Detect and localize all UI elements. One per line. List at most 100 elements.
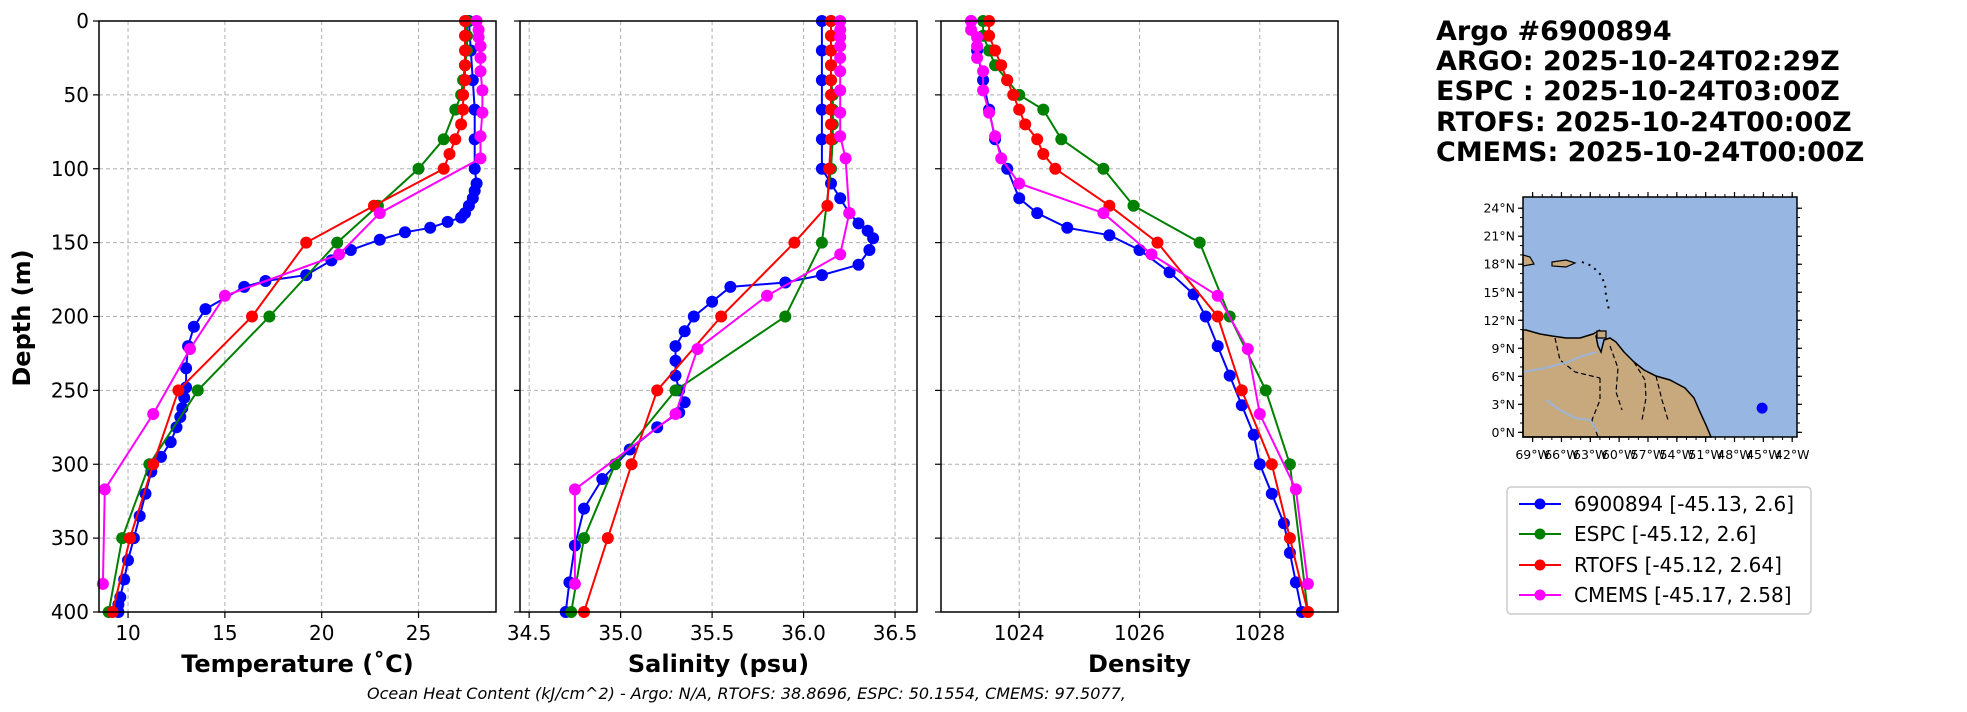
data-point-rtofs <box>1151 236 1164 249</box>
data-point-6900894 <box>180 362 193 375</box>
data-point-rtofs <box>459 59 471 72</box>
map-antilles-arc <box>1581 261 1610 311</box>
y-tick-label: 400 <box>51 600 89 624</box>
data-point-cmems <box>834 51 847 64</box>
data-point-rtofs <box>825 133 837 146</box>
data-point-rtofs <box>825 29 837 42</box>
data-point-rtofs <box>246 310 258 323</box>
y-tick-label: 150 <box>51 231 89 255</box>
data-point-rtofs <box>983 29 996 42</box>
legend-entry-rtofs: RTOFS [-45.12, 2.64] <box>1519 553 1782 577</box>
data-point-cmems <box>568 483 581 496</box>
data-point-espc <box>437 133 450 146</box>
header-espc-time: ESPC : 2025-10-24T03:00Z <box>1436 76 1840 107</box>
data-point-6900894 <box>455 211 468 224</box>
legend-entry-espc: ESPC [-45.12, 2.6] <box>1519 522 1756 546</box>
data-point-espc <box>1193 236 1206 249</box>
data-point-6900894 <box>170 421 183 434</box>
data-point-6900894 <box>468 162 481 175</box>
data-point-6900894 <box>424 221 437 234</box>
data-point-rtofs <box>995 59 1008 72</box>
y-tick-label: 200 <box>51 305 89 329</box>
data-point-espc <box>412 162 425 175</box>
map-ticks: 0°N 3°N 6°N 9°N 12°N 15°N 18°N 21°N 24°N 69°W66°W… <box>1483 192 1809 462</box>
float-location-marker <box>1756 402 1768 414</box>
series-line-cmems <box>101 20 484 584</box>
data-point-cmems <box>989 130 1002 143</box>
data-point-6900894 <box>578 502 590 515</box>
data-point-rtofs <box>651 384 664 397</box>
data-point-6900894 <box>867 232 880 245</box>
data-point-6900894 <box>815 133 828 146</box>
data-point-6900894 <box>373 233 386 246</box>
data-point-6900894 <box>1265 487 1278 500</box>
x-tick-label: 1024 <box>994 621 1045 645</box>
data-point-cmems <box>476 106 489 119</box>
x-tick-label: 35.0 <box>598 621 643 645</box>
data-point-6900894 <box>815 74 828 87</box>
map-land <box>1522 329 1713 438</box>
panel-density: 1024 1026 1028 Density <box>935 15 1339 678</box>
data-point-6900894 <box>164 436 177 449</box>
data-point-rtofs <box>457 103 470 116</box>
axes-frame <box>98 20 497 613</box>
data-point-rtofs <box>825 103 837 116</box>
data-point-cmems <box>1013 177 1026 190</box>
y-tick-label: 0 <box>76 9 89 33</box>
map-rivers <box>1522 351 1599 433</box>
data-point-rtofs <box>1211 310 1224 323</box>
ohc-footer: Ocean Heat Content (kJ/cm^2) - Argo: N/A… <box>367 684 1126 703</box>
data-point-rtofs <box>459 29 471 42</box>
data-point-6900894 <box>1223 369 1236 382</box>
data-point-rtofs <box>1013 103 1026 116</box>
data-point-6900894 <box>678 325 691 338</box>
legend-frame <box>1506 486 1812 615</box>
data-point-cmems <box>1211 289 1224 302</box>
map-lat-label: 3°N <box>1491 397 1515 412</box>
data-point-cmems <box>1253 408 1266 420</box>
data-point-6900894 <box>815 103 828 116</box>
data-point-espc <box>815 236 828 249</box>
data-point-cmems <box>834 31 847 44</box>
data-point-cmems <box>977 84 990 97</box>
x-tick-label: 35.5 <box>690 621 735 645</box>
data-point-rtofs <box>459 44 471 57</box>
data-point-espc <box>191 384 204 397</box>
data-point-6900894 <box>187 320 200 333</box>
data-point-6900894 <box>1031 207 1044 220</box>
data-point-cmems <box>147 408 160 420</box>
axes-frame <box>940 20 1339 613</box>
map-lat-label: 0°N <box>1491 425 1515 440</box>
y-tick-label: 50 <box>64 83 89 107</box>
data-point-cmems <box>333 248 346 261</box>
data-point-cmems <box>568 577 581 590</box>
data-point-cmems <box>834 106 847 119</box>
map-lat-label: 15°N <box>1483 285 1515 300</box>
data-point-espc <box>1037 103 1050 116</box>
map-lat-label: 6°N <box>1491 369 1515 384</box>
data-point-cmems <box>971 40 984 53</box>
data-point-6900894 <box>596 473 609 485</box>
data-point-rtofs <box>601 532 614 545</box>
data-point-cmems <box>184 343 196 355</box>
data-point-rtofs <box>1265 458 1278 471</box>
data-point-rtofs <box>825 59 837 72</box>
y-axis-label: Depth (m) <box>8 249 36 386</box>
data-point-cmems <box>1241 343 1254 355</box>
data-point-rtofs <box>825 88 837 101</box>
data-point-6900894 <box>815 269 828 282</box>
map-lon-label: 48°W <box>1717 447 1752 462</box>
data-point-cmems <box>373 207 386 220</box>
data-point-6900894 <box>199 303 212 316</box>
data-point-cmems <box>218 289 231 302</box>
data-point-cmems <box>691 343 704 355</box>
data-point-6900894 <box>1061 221 1074 234</box>
data-point-rtofs <box>1283 532 1296 545</box>
data-point-rtofs <box>821 199 834 212</box>
header-rtofs-time: RTOFS: 2025-10-24T00:00Z <box>1436 107 1852 138</box>
panel-salinity: 34.5 35.0 35.5 36.0 36.5 Salinity (psu) <box>507 15 918 678</box>
data-point-rtofs <box>443 148 456 160</box>
data-point-6900894 <box>1013 192 1026 205</box>
y-tick-label: 250 <box>51 378 89 402</box>
